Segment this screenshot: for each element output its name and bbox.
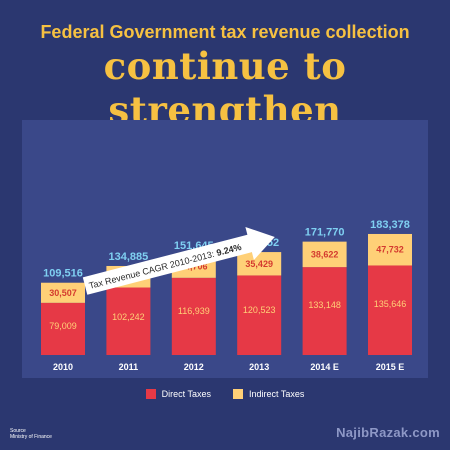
total-label: 171,770 bbox=[305, 227, 345, 239]
legend-item-indirect: Indirect Taxes bbox=[232, 389, 305, 399]
data-label-direct: 120,523 bbox=[243, 305, 276, 315]
total-label: 109,516 bbox=[43, 268, 83, 280]
data-label-direct: 102,242 bbox=[112, 312, 145, 322]
legend-swatch-indirect bbox=[232, 389, 243, 399]
legend-item-direct: Direct Taxes bbox=[145, 389, 211, 399]
bar-direct bbox=[106, 287, 151, 355]
bar-direct bbox=[302, 267, 347, 355]
total-label: 134,885 bbox=[109, 251, 149, 263]
legend-swatch-direct bbox=[145, 389, 156, 399]
bar-direct bbox=[368, 265, 412, 355]
source-note: Source Ministry of Finance bbox=[10, 428, 52, 440]
data-label-indirect: 38,622 bbox=[311, 249, 339, 259]
bar-direct bbox=[41, 302, 85, 355]
data-label-direct: 79,009 bbox=[49, 321, 77, 331]
data-label-indirect: 47,732 bbox=[376, 245, 404, 255]
bar-direct bbox=[237, 275, 282, 355]
bar-indirect bbox=[237, 252, 282, 276]
bar-indirect bbox=[302, 241, 347, 268]
source-text: Ministry of Finance bbox=[10, 434, 52, 440]
data-label-indirect: 30,507 bbox=[49, 288, 77, 298]
source-label: Source bbox=[10, 428, 26, 434]
x-tick-label: 2010 bbox=[53, 362, 73, 372]
x-tick-label: 2013 bbox=[249, 362, 269, 372]
legend: Direct Taxes Indirect Taxes bbox=[0, 389, 450, 399]
legend-label-direct: Direct Taxes bbox=[161, 389, 211, 399]
x-tick-label: 2015 E bbox=[376, 362, 405, 372]
legend-label-indirect: Indirect Taxes bbox=[248, 389, 305, 399]
data-label-direct: 116,939 bbox=[178, 306, 210, 316]
bar-indirect bbox=[368, 233, 412, 266]
cagr-arrow-shape bbox=[82, 227, 275, 295]
x-tick-label: 2012 bbox=[184, 362, 204, 372]
data-label-direct: 133,148 bbox=[308, 300, 341, 310]
bar-indirect bbox=[41, 282, 85, 303]
x-tick-label: 2011 bbox=[119, 362, 139, 372]
x-tick-label: 2014 E bbox=[310, 362, 339, 372]
data-label-direct: 135,646 bbox=[374, 299, 407, 309]
chart-title: Federal Government tax revenue collectio… bbox=[40, 22, 410, 42]
watermark: NajibRazak.com bbox=[336, 425, 440, 440]
total-label: 183,378 bbox=[370, 219, 410, 231]
data-label-indirect: 35,429 bbox=[245, 259, 273, 269]
bar-direct bbox=[171, 277, 216, 355]
